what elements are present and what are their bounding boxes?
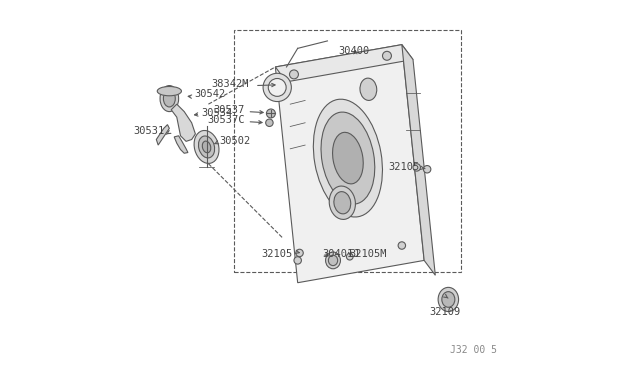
Circle shape [263, 73, 291, 102]
Circle shape [289, 70, 298, 79]
Circle shape [268, 78, 286, 96]
Polygon shape [402, 45, 435, 275]
Ellipse shape [442, 292, 455, 307]
Ellipse shape [360, 78, 377, 100]
Text: 30537C: 30537C [207, 115, 245, 125]
Circle shape [346, 253, 353, 260]
Circle shape [413, 164, 420, 171]
Circle shape [398, 242, 406, 249]
Text: 32105: 32105 [261, 249, 292, 259]
Ellipse shape [438, 287, 459, 312]
Polygon shape [275, 45, 413, 82]
Circle shape [424, 166, 431, 173]
Polygon shape [172, 104, 195, 141]
Text: 30401J: 30401J [322, 249, 360, 259]
Text: 32109: 32109 [429, 308, 460, 317]
Ellipse shape [157, 87, 181, 96]
Ellipse shape [314, 99, 383, 217]
Ellipse shape [194, 131, 219, 163]
Circle shape [266, 119, 273, 126]
Text: 30537: 30537 [214, 105, 245, 115]
Text: 30531: 30531 [134, 126, 165, 136]
Ellipse shape [326, 252, 340, 269]
Ellipse shape [198, 136, 214, 158]
Text: 30534: 30534 [202, 109, 233, 118]
Text: 30400: 30400 [338, 46, 369, 56]
Ellipse shape [329, 186, 355, 219]
Ellipse shape [163, 90, 175, 107]
Text: 38342M: 38342M [211, 79, 248, 89]
Ellipse shape [202, 141, 211, 153]
Ellipse shape [321, 112, 375, 204]
Ellipse shape [328, 255, 338, 266]
Ellipse shape [334, 192, 351, 214]
Bar [234, 30, 461, 272]
Polygon shape [174, 136, 188, 153]
Text: 30542: 30542 [195, 90, 226, 99]
Text: 30502: 30502 [220, 136, 251, 146]
Text: 32105M: 32105M [349, 249, 387, 259]
Ellipse shape [160, 86, 179, 112]
Polygon shape [275, 45, 424, 283]
Circle shape [296, 249, 303, 257]
Text: J32 00 5: J32 00 5 [450, 345, 497, 355]
Text: 32105: 32105 [388, 163, 420, 172]
Ellipse shape [333, 132, 364, 184]
Circle shape [383, 51, 392, 60]
Circle shape [266, 109, 275, 118]
Circle shape [294, 257, 301, 264]
Polygon shape [156, 125, 170, 145]
